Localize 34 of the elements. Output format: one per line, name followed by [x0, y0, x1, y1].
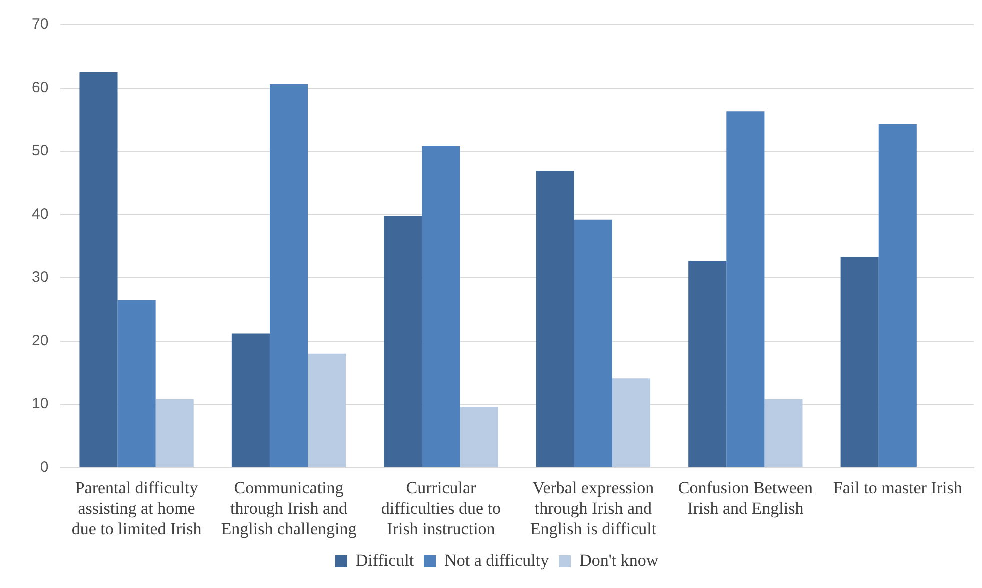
- legend-label: Don't know: [580, 550, 660, 570]
- bar: [80, 72, 118, 468]
- x-tick-label: Verbal expression through Irish and English is difficult: [530, 478, 657, 538]
- y-tick-label: 30: [32, 269, 49, 286]
- bar: [688, 260, 727, 468]
- x-tick-label: Communicating through Irish and English challenging: [221, 478, 358, 538]
- y-tick-label: 40: [32, 206, 49, 223]
- y-tick-label: 10: [32, 396, 49, 413]
- bar: [308, 354, 346, 468]
- bar: [156, 399, 194, 468]
- bar: [232, 334, 270, 468]
- bar: [536, 171, 574, 468]
- y-tick-label: 60: [32, 79, 49, 96]
- y-tick-label: 0: [40, 458, 49, 476]
- x-tick-label: Curricular difficulties due to Irish instruction: [381, 478, 502, 538]
- bar: [460, 407, 498, 468]
- y-tick-label: 70: [32, 16, 49, 34]
- bar: [878, 124, 917, 468]
- bar: [118, 300, 156, 468]
- x-tick-label: Confusion Between Irish and English: [678, 478, 814, 518]
- bar: [612, 378, 651, 468]
- bar: [574, 220, 612, 468]
- x-tick-label: Fail to master Irish: [833, 478, 963, 498]
- y-tick-label: 20: [32, 332, 49, 350]
- bar: [270, 84, 308, 468]
- bar: [840, 257, 879, 468]
- legend-label: Not a difficulty: [444, 550, 550, 570]
- bar: [422, 146, 460, 468]
- bar: [726, 112, 765, 468]
- y-tick-label: 50: [32, 142, 49, 160]
- x-tick-label: Parental difficulty assisting at home due to limited Irish: [72, 478, 202, 538]
- bar: [384, 216, 422, 468]
- legend-label: Difficult: [356, 550, 414, 570]
- bar: [764, 399, 803, 468]
